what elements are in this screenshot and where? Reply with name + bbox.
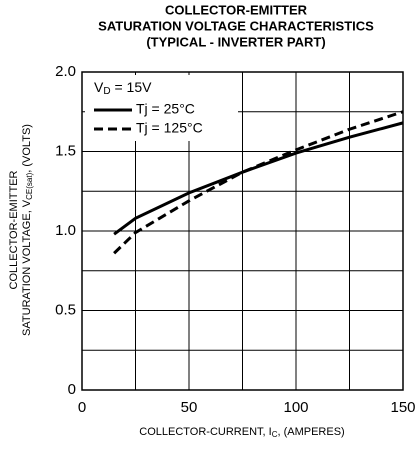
chart-title: SATURATION VOLTAGE CHARACTERISTICS: [98, 18, 374, 33]
chart-title: (TYPICAL - INVERTER PART): [146, 34, 325, 49]
annotation-part: V: [94, 79, 104, 95]
x-tick-label: 50: [181, 399, 198, 416]
annotation-part: = 15V: [111, 79, 153, 95]
y-axis-label-line: COLLECTOR-EMITTER: [8, 170, 20, 289]
y-tick-label: 0.5: [55, 301, 76, 318]
plot-frame: [81, 71, 404, 391]
x-tick-label: 0: [78, 399, 86, 416]
line-series: [113, 110, 404, 255]
y-tick-label: 0: [68, 381, 76, 398]
annotation: VD = 15V: [94, 79, 152, 97]
x-axis-label: COLLECTOR-CURRENT, IC, (AMPERES): [139, 426, 344, 439]
chart-title: COLLECTOR-EMITTER: [165, 2, 308, 17]
legend-label: Tj = 25°C: [136, 101, 195, 117]
x-tick-label: 100: [283, 399, 308, 416]
line-series: [113, 121, 404, 236]
y-tick-label: 2.0: [55, 63, 76, 80]
annotation-part: D: [103, 86, 110, 97]
y-tick-label: 1.5: [55, 142, 76, 159]
y-axis-label: COLLECTOR-EMITTER SATURATION VOLTAGE, VC…: [8, 124, 34, 336]
y-axis-label-line: SATURATION VOLTAGE, VCE(sat), (VOLTS): [21, 124, 34, 336]
y-tick-label: 1.0: [55, 222, 76, 239]
legend-label: Tj = 125°C: [136, 120, 203, 136]
x-tick-label: 150: [390, 399, 415, 416]
